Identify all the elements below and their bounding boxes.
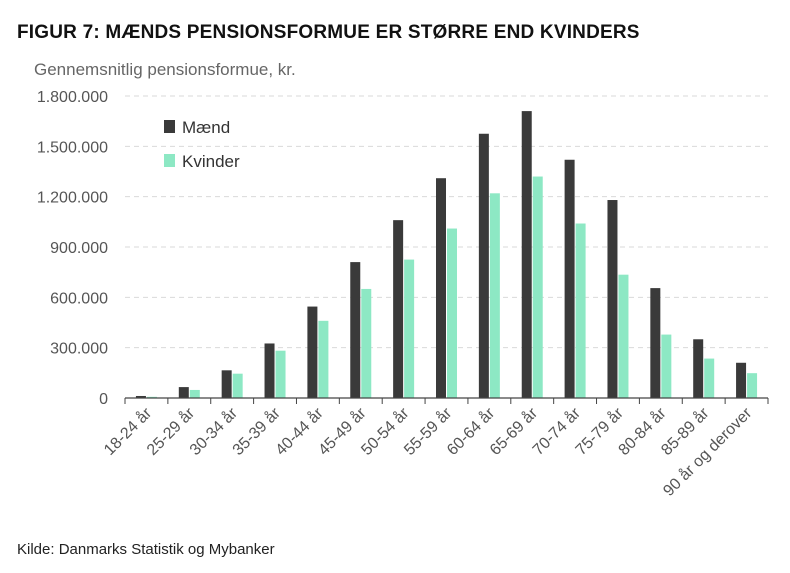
- legend-label-kvinder: Kvinder: [182, 152, 240, 171]
- bar-kvinder-4: [275, 350, 286, 398]
- bar-maend-13: [650, 288, 661, 398]
- bar-maend-5: [307, 306, 318, 398]
- legend-swatch-kvinder: [164, 154, 175, 167]
- bar-kvinder-13: [661, 334, 672, 398]
- y-tick-label: 1.500.000: [37, 139, 108, 156]
- bar-maend-14: [693, 339, 704, 398]
- bar-kvinder-2: [189, 389, 200, 398]
- bar-kvinder-7: [404, 259, 415, 398]
- y-tick-label: 1.800.000: [37, 89, 108, 106]
- bar-kvinder-9: [489, 193, 500, 398]
- bar-kvinder-5: [318, 320, 329, 398]
- bar-maend-1: [135, 395, 146, 398]
- bar-maend-4: [264, 343, 275, 398]
- x-axis: [124, 397, 769, 404]
- source-note: Kilde: Danmarks Statistik og Mybanker: [17, 541, 275, 558]
- gridlines: [125, 95, 768, 349]
- bar-maend-15: [736, 362, 747, 398]
- y-tick-label: 0: [99, 391, 108, 408]
- chart-title: FIGUR 7: MÆNDS PENSIONSFORMUE ER STØRRE …: [17, 22, 640, 43]
- bar-maend-9: [478, 133, 489, 398]
- y-tick-labels: 0 300.000 600.000 900.000 1.200.000 1.500.000…: [37, 89, 108, 408]
- bar-kvinder-3: [232, 373, 243, 398]
- y-axis-label: Gennemsnitlig pensionsformue, kr.: [34, 60, 296, 79]
- legend-label-maend: Mænd: [182, 118, 230, 137]
- bar-kvinder-15: [747, 373, 758, 398]
- bar-maend-2: [178, 387, 189, 398]
- bar-kvinder-6: [361, 288, 372, 398]
- y-tick-label: 900.000: [50, 240, 108, 257]
- bar-kvinder-12: [618, 274, 629, 398]
- y-tick-label: 300.000: [50, 341, 108, 358]
- legend: Mænd Kvinder: [164, 118, 240, 171]
- bar-maend-11: [564, 159, 575, 398]
- y-tick-label: 1.200.000: [37, 190, 108, 207]
- bar-kvinder-14: [704, 358, 715, 398]
- bar-maend-10: [521, 111, 532, 398]
- bar-maend-6: [350, 262, 361, 398]
- bars: [135, 111, 758, 398]
- bar-maend-12: [607, 200, 618, 398]
- legend-swatch-maend: [164, 120, 175, 133]
- bar-maend-3: [221, 370, 232, 398]
- bar-kvinder-8: [447, 228, 457, 398]
- bar-kvinder-11: [575, 223, 586, 398]
- y-tick-label: 600.000: [50, 290, 108, 307]
- bar-kvinder-10: [532, 176, 543, 398]
- bar-maend-7: [393, 220, 404, 398]
- bar-maend-8: [436, 178, 446, 398]
